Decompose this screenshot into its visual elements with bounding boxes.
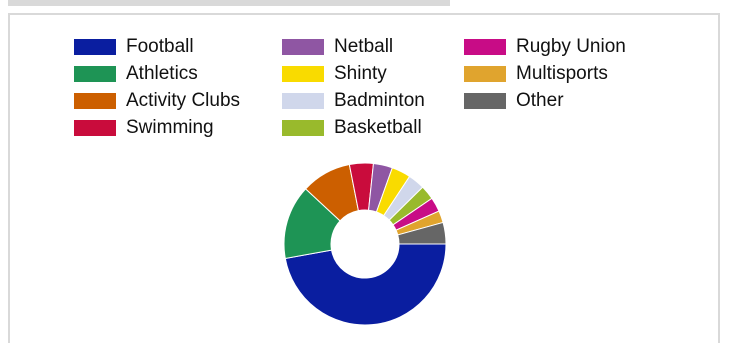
legend-item-multisports: Multisports [464, 60, 646, 87]
top-divider-strip [8, 0, 450, 6]
donut-chart [283, 162, 447, 326]
legend-label-basketball: Basketball [334, 116, 422, 138]
chart-legend: Football Athletics Activity Clubs Swimmi… [74, 33, 646, 141]
legend-label-activity-clubs: Activity Clubs [126, 89, 241, 111]
legend-item-athletics: Athletics [74, 60, 282, 87]
legend-swatch-athletics [74, 65, 116, 82]
legend-swatch-shinty [282, 65, 324, 82]
donut-slice-football [284, 243, 447, 326]
legend-item-shinty: Shinty [282, 60, 464, 87]
legend-swatch-netball [282, 38, 324, 55]
legend-swatch-swimming [74, 119, 116, 136]
legend-item-football: Football [74, 33, 282, 60]
legend-item-netball: Netball [282, 33, 464, 60]
legend-swatch-basketball [282, 119, 324, 136]
legend-swatch-activity-clubs [74, 92, 116, 109]
legend-label-football: Football [126, 35, 194, 57]
legend-swatch-rugby-union [464, 38, 506, 55]
legend-item-other: Other [464, 87, 646, 114]
legend-label-athletics: Athletics [126, 62, 198, 84]
legend-swatch-badminton [282, 92, 324, 109]
legend-swatch-football [74, 38, 116, 55]
legend-label-shinty: Shinty [334, 62, 387, 84]
legend-item-rugby-union: Rugby Union [464, 33, 646, 60]
legend-label-badminton: Badminton [334, 89, 425, 111]
legend-item-activity-clubs: Activity Clubs [74, 87, 282, 114]
legend-label-other: Other [516, 89, 564, 111]
legend-swatch-multisports [464, 65, 506, 82]
legend-swatch-other [464, 92, 506, 109]
legend-label-rugby-union: Rugby Union [516, 35, 626, 57]
legend-item-basketball: Basketball [282, 114, 464, 141]
legend-label-multisports: Multisports [516, 62, 608, 84]
legend-label-netball: Netball [334, 35, 394, 57]
donut-slice-other [397, 221, 447, 245]
legend-label-swimming: Swimming [126, 116, 214, 138]
legend-item-swimming: Swimming [74, 114, 282, 141]
legend-item-badminton: Badminton [282, 87, 464, 114]
